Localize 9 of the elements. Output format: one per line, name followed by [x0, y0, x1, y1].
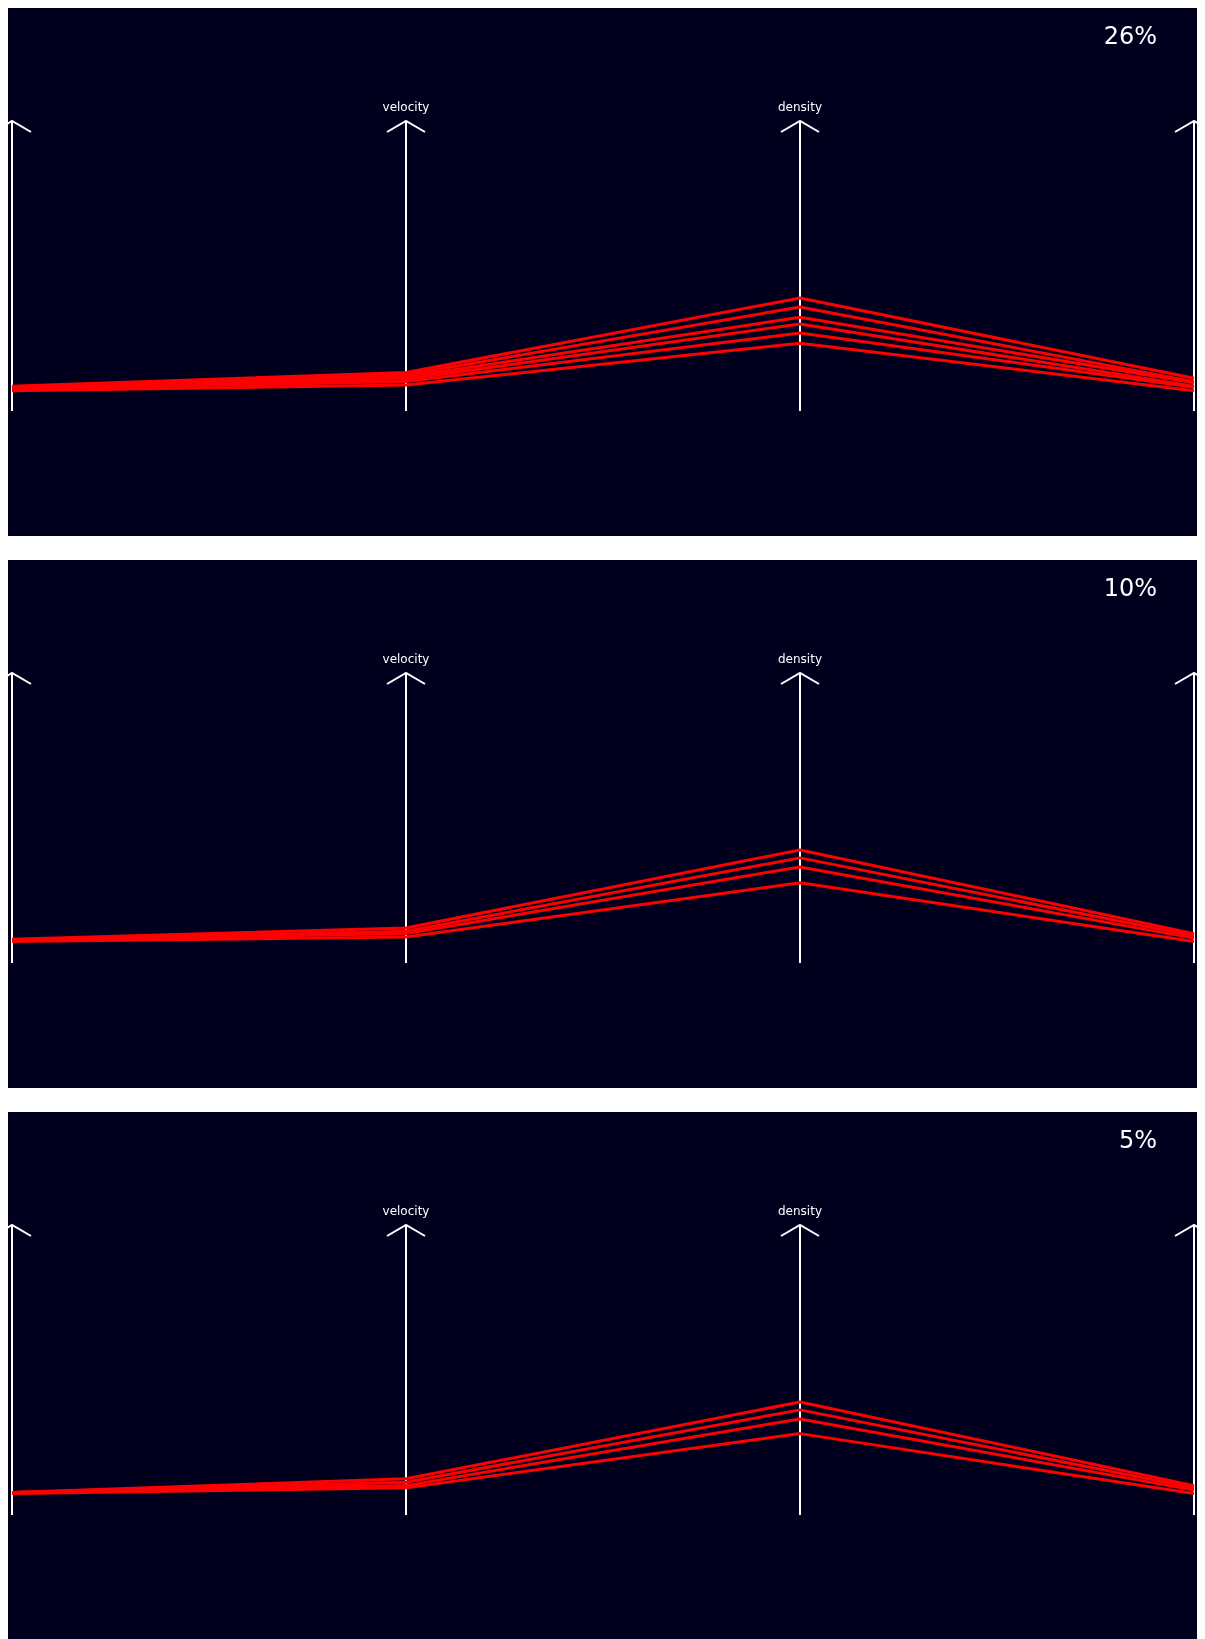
x-tick-label: density — [778, 1204, 822, 1218]
x-tick-label: velocity — [382, 1204, 430, 1218]
x-tick-label: density — [778, 652, 822, 666]
chart-title: 5% — [1118, 1126, 1157, 1154]
chart-title: 10% — [1103, 574, 1157, 602]
chart-title: 26% — [1103, 22, 1157, 50]
x-tick-label: velocity — [382, 100, 430, 114]
x-tick-label: velocity — [382, 652, 430, 666]
x-tick-label: density — [778, 100, 822, 114]
